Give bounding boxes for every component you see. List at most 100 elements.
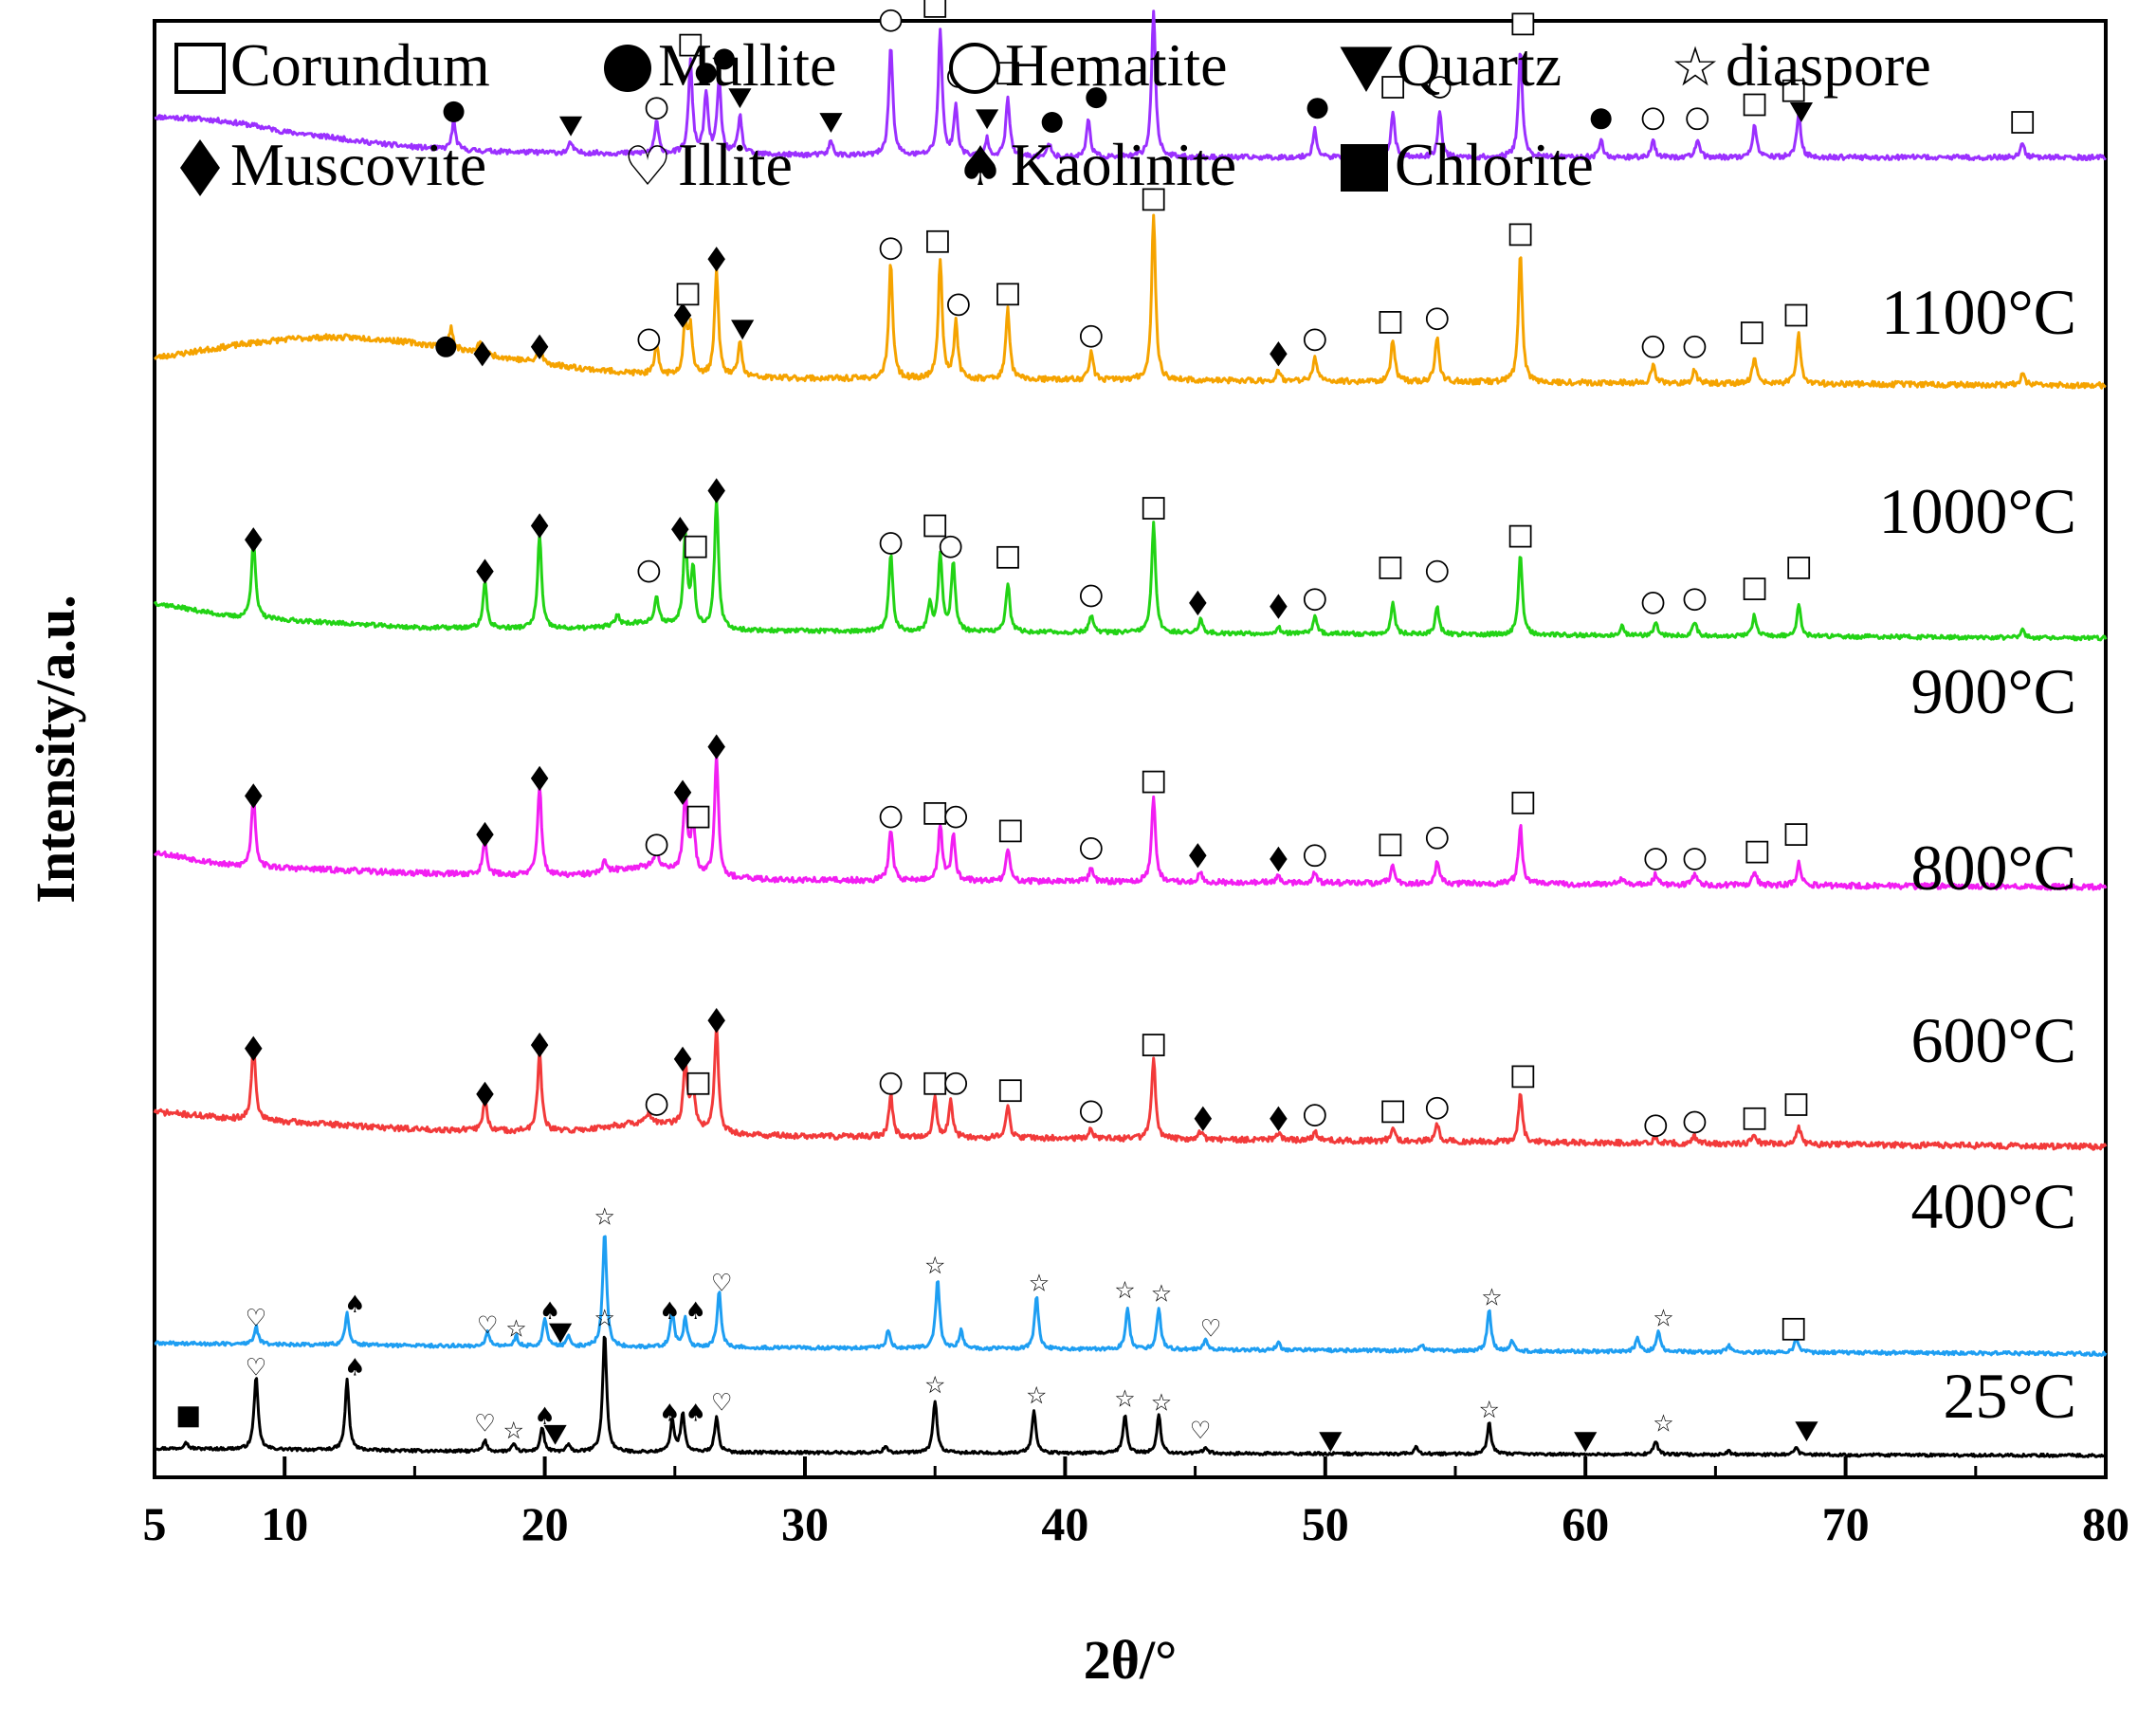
svg-text:☆: ☆ <box>924 1371 946 1399</box>
legend-hematite-symbol <box>949 43 1000 94</box>
svg-text:♡: ♡ <box>1190 1417 1212 1444</box>
marker-25-c-6 <box>543 1424 567 1445</box>
marker-600-c-4 <box>673 1046 692 1072</box>
marker-900-c-4 <box>671 517 689 542</box>
marker-1000-c-17 <box>1425 307 1449 331</box>
marker-800-c-4 <box>673 779 692 805</box>
marker-400-c-5 <box>548 1323 573 1344</box>
legend-hematite-label: Hematite <box>1005 31 1228 99</box>
marker-900-c-7 <box>879 532 903 555</box>
svg-text:♡: ♡ <box>474 1410 496 1437</box>
marker-800-c-8 <box>923 802 947 825</box>
marker-600-c-8 <box>923 1071 947 1095</box>
marker-1000-c-9 <box>926 229 949 253</box>
marker-1000-c-11 <box>996 283 1019 306</box>
svg-text:☆: ☆ <box>1114 1276 1136 1304</box>
marker-800-c-22 <box>1784 823 1808 846</box>
marker-900-c-3 <box>637 559 661 583</box>
marker-600-c-18 <box>1511 1065 1535 1089</box>
x-tick-label-20: 20 <box>521 1497 569 1550</box>
x-tick-label-40: 40 <box>1041 1497 1088 1550</box>
marker-900-c-9 <box>939 535 962 558</box>
marker-600-c-19 <box>1644 1114 1668 1138</box>
marker-800-c-11 <box>1079 837 1103 860</box>
svg-text:♠: ♠ <box>344 1291 366 1318</box>
svg-text:☆: ☆ <box>1114 1385 1136 1413</box>
marker-600-c-17 <box>1425 1096 1449 1120</box>
marker-600-c-0 <box>245 1035 263 1061</box>
marker-1100-c-20 <box>1590 108 1612 130</box>
marker-25-c-20 <box>1795 1421 1818 1442</box>
marker-800-c-6 <box>707 734 725 760</box>
svg-text:♠: ♠ <box>956 135 1005 198</box>
marker-600-c-14 <box>1270 1106 1288 1131</box>
marker-400-c-8: ♠ <box>685 1297 706 1325</box>
series-label-layer: 1100°C 1000°C 900°C 800°C 600°C 400°C 25°C <box>1878 276 2076 1432</box>
marker-900-c-21 <box>1743 577 1766 600</box>
legend-muscovite-symbol <box>180 139 220 196</box>
svg-text:♡: ♡ <box>477 1311 499 1339</box>
marker-25-c-9: ♠ <box>685 1400 706 1427</box>
legend-mullite-symbol <box>604 45 651 92</box>
phase-marker-layer: ♡♠♡ ☆♠☆♠ ♠♡☆☆ ☆ ☆♡☆☆♡ ♠♡ ☆♠☆♠ ♠ ♡☆ ☆ ☆ ☆♡☆☆ <box>177 0 2035 1453</box>
legend-chlorite-symbol <box>1341 144 1388 192</box>
svg-text:♡: ♡ <box>711 1388 733 1416</box>
marker-600-c-21 <box>1743 1107 1766 1130</box>
x-tick-label-30: 30 <box>781 1497 829 1550</box>
legend-chlorite-label: Chlorite <box>1395 131 1594 198</box>
marker-1100-c-24 <box>1781 79 1805 102</box>
marker-25-c-0 <box>177 1406 199 1428</box>
marker-600-c-1 <box>476 1081 494 1108</box>
svg-text:☆: ☆ <box>1151 1280 1173 1308</box>
svg-text:☆: ☆ <box>505 1315 527 1343</box>
x-tick-label-60: 60 <box>1562 1497 1609 1550</box>
marker-1000-c-8 <box>879 237 903 261</box>
x-axis-label: 2θ/° <box>1084 1629 1178 1691</box>
series-label-1100-c: 1100°C <box>1881 276 2076 348</box>
marker-400-c-12: ☆ <box>1114 1276 1136 1304</box>
marker-1000-c-18 <box>1508 223 1532 247</box>
x-tick-label-10: 10 <box>261 1497 308 1550</box>
marker-400-c-15: ☆ <box>1481 1283 1503 1310</box>
legend-diaspore-symbol: ☆ <box>1671 35 1720 99</box>
marker-900-c-12 <box>1142 497 1165 520</box>
marker-800-c-16 <box>1379 833 1402 857</box>
marker-1100-c-17 <box>1381 76 1405 99</box>
x-tick-label-70: 70 <box>1822 1497 1870 1550</box>
marker-400-c-4: ♠ <box>539 1297 561 1325</box>
svg-text:☆: ☆ <box>594 1305 615 1332</box>
marker-25-c-5: ♠ <box>534 1402 556 1430</box>
marker-900-c-1 <box>476 558 494 584</box>
marker-1100-c-4 <box>695 63 717 84</box>
marker-400-c-13: ☆ <box>1151 1280 1173 1308</box>
x-tick-label-80: 80 <box>2082 1497 2129 1550</box>
marker-25-c-19: ☆ <box>1653 1410 1674 1437</box>
marker-1100-c-23 <box>1743 93 1766 117</box>
series-400-c-line <box>154 1235 2108 1357</box>
marker-900-c-18 <box>1508 524 1532 548</box>
svg-text:☆: ☆ <box>594 1202 615 1230</box>
marker-1100-c-16 <box>1306 98 1328 119</box>
marker-900-c-14 <box>1270 594 1288 619</box>
x-tick-label-5: 5 <box>143 1497 167 1550</box>
marker-25-c-18 <box>1574 1432 1598 1453</box>
marker-25-c-17: ☆ <box>1478 1396 1500 1423</box>
marker-400-c-3: ☆ <box>505 1315 527 1343</box>
svg-text:♠: ♠ <box>685 1297 706 1325</box>
series-25-c-line <box>154 1335 2107 1458</box>
svg-text:♠: ♠ <box>685 1400 706 1427</box>
marker-600-c-16 <box>1381 1100 1405 1124</box>
svg-text:☆: ☆ <box>502 1417 524 1444</box>
marker-600-c-6 <box>707 1008 725 1034</box>
marker-600-c-13 <box>1194 1106 1213 1131</box>
marker-1100-c-7 <box>819 113 843 133</box>
marker-1000-c-15 <box>1303 328 1326 352</box>
svg-text:♡: ♡ <box>1200 1315 1222 1343</box>
series-1000-c-line <box>154 213 2107 390</box>
marker-900-c-22 <box>1787 557 1811 579</box>
marker-1000-c-19 <box>1641 335 1665 358</box>
series-label-1000-c: 1000°C <box>1878 475 2076 547</box>
svg-text:☆: ☆ <box>1653 1410 1674 1437</box>
series-label-25-c: 25°C <box>1943 1360 2076 1432</box>
